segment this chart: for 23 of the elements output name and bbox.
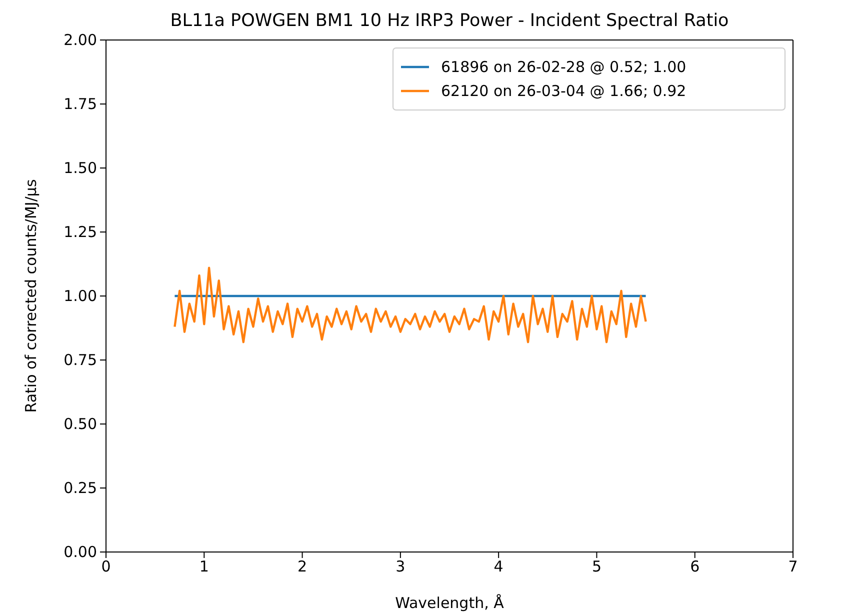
line-series	[174, 266, 647, 344]
x-tick-label: 1	[199, 558, 209, 576]
y-tick-label: 0.75	[64, 350, 97, 369]
x-tick-label: 2	[298, 558, 308, 576]
x-tick-label: 6	[690, 558, 700, 576]
y-tick-label: 1.25	[64, 222, 97, 241]
y-tick-label: 2.00	[64, 30, 97, 49]
x-tick-label: 0	[101, 558, 111, 576]
x-tick-label: 5	[592, 558, 602, 576]
y-tick-label: 0.50	[64, 414, 97, 433]
legend-label: 62120 on 26-03-04 @ 1.66; 0.92	[441, 82, 686, 100]
y-tick-label: 0.00	[64, 542, 97, 561]
chart-title: BL11a POWGEN BM1 10 Hz IRP3 Power - Incident Spectral Ratio	[170, 11, 729, 31]
x-axis-title: Wavelength, Å	[395, 594, 505, 612]
legend-label: 61896 on 26-02-28 @ 0.52; 1.00	[441, 58, 686, 76]
y-tick-label: 1.75	[64, 94, 97, 113]
y-axis-title: Ratio of corrected counts/MJ/µs	[22, 179, 40, 413]
y-tick-label: 0.25	[64, 478, 97, 497]
y-tick-label: 1.00	[64, 286, 97, 305]
x-tick-label: 3	[396, 558, 406, 576]
x-tick-label: 7	[788, 558, 798, 576]
x-tick-label: 4	[494, 558, 504, 576]
y-tick-label: 1.50	[64, 158, 97, 177]
